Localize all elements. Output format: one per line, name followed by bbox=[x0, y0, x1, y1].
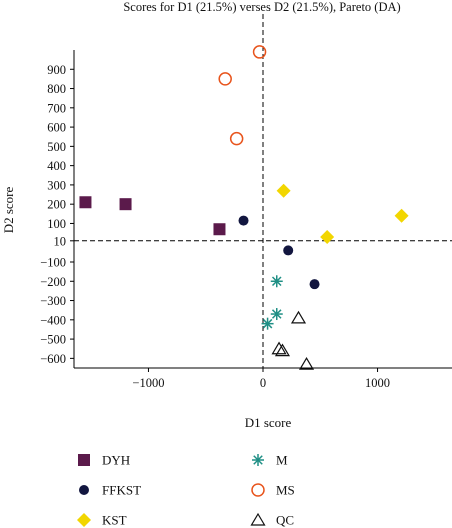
data-point-kst bbox=[276, 183, 291, 198]
data-point-kst bbox=[394, 208, 409, 223]
data-point-ms bbox=[229, 131, 244, 146]
y-tick-label: 200 bbox=[47, 198, 66, 212]
data-point-qc bbox=[298, 356, 315, 370]
x-axis-label: D1 score bbox=[245, 415, 292, 430]
data-point-dyh bbox=[213, 223, 226, 236]
y-tick-label: 700 bbox=[47, 101, 66, 115]
x-tick-label: 0 bbox=[260, 376, 266, 390]
y-tick-label: 900 bbox=[47, 63, 66, 77]
legend-marker-dyh bbox=[78, 454, 90, 466]
y-tick-label: 100 bbox=[47, 217, 66, 231]
x-tick-label: 1000 bbox=[365, 376, 390, 390]
y-tick-label: −300 bbox=[40, 294, 66, 308]
chart-title: Scores for D1 (21.5%) verses D2 (21.5%),… bbox=[123, 0, 400, 14]
data-point-ms bbox=[218, 72, 232, 86]
data-point-ffkst bbox=[283, 245, 294, 256]
legend-label: MS bbox=[276, 483, 295, 498]
y-tick-label: 500 bbox=[47, 140, 66, 154]
y-tick-label: −200 bbox=[40, 275, 66, 289]
data-point-ffkst bbox=[238, 215, 249, 226]
legend-label: DYH bbox=[102, 453, 130, 468]
y-tick-label: −500 bbox=[40, 333, 66, 347]
y-tick-label: 400 bbox=[47, 159, 66, 173]
legend-marker-ms bbox=[251, 483, 265, 497]
data-point-m bbox=[270, 308, 283, 321]
data-point-dyh bbox=[119, 198, 132, 211]
data-point-ffkst bbox=[309, 279, 320, 290]
y-tick-label: 800 bbox=[47, 82, 66, 96]
data-point-qc bbox=[271, 341, 287, 355]
legend-label: M bbox=[276, 453, 288, 468]
y-tick-label: −400 bbox=[40, 313, 66, 327]
x-tick-label: −1000 bbox=[132, 376, 164, 390]
data-point-ms bbox=[252, 45, 267, 59]
y-tick-label: 300 bbox=[47, 178, 66, 192]
legend-marker-m bbox=[252, 454, 264, 466]
legend-label: FFKST bbox=[102, 483, 141, 498]
data-point-qc bbox=[274, 343, 291, 357]
legend-label: KST bbox=[102, 513, 127, 528]
data-point-dyh bbox=[79, 196, 92, 209]
legend-marker-kst bbox=[77, 513, 91, 527]
y-tick-label: −100 bbox=[40, 256, 66, 270]
y-tick-label: −600 bbox=[40, 352, 66, 366]
axes: 900 800 700 600 500 400 300 200 100 10 −100 −200 −30… bbox=[40, 14, 452, 390]
legend: DYH M FFKST MS KST QC bbox=[77, 453, 295, 528]
data-points bbox=[79, 45, 409, 370]
data-point-qc bbox=[290, 310, 307, 324]
data-point-m bbox=[261, 317, 274, 330]
legend-marker-ffkst bbox=[79, 485, 89, 495]
legend-label: QC bbox=[276, 513, 294, 528]
data-point-kst bbox=[320, 229, 335, 244]
data-point-m bbox=[270, 275, 283, 288]
y-tick-label: 600 bbox=[47, 121, 66, 135]
y-tick-label: 10 bbox=[54, 234, 67, 248]
legend-marker-qc bbox=[250, 512, 266, 526]
y-axis-label: D2 score bbox=[1, 186, 16, 233]
